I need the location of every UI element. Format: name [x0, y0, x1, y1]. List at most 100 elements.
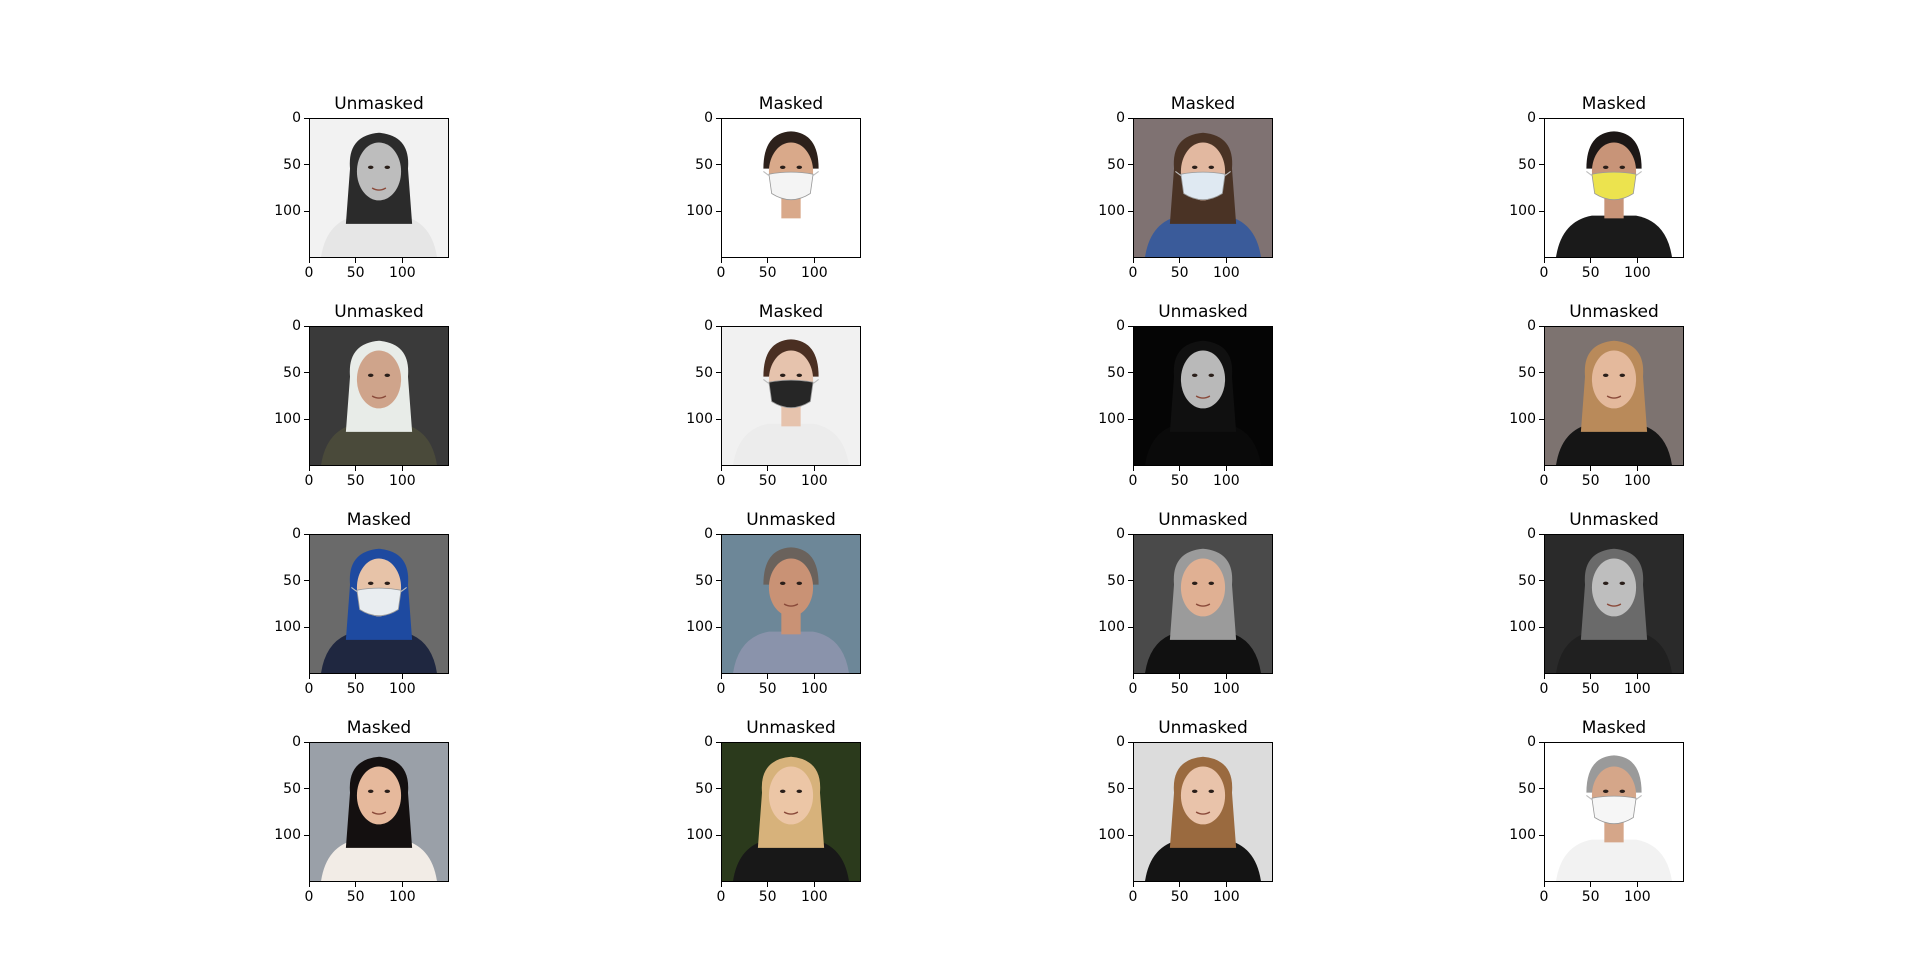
y-tick — [716, 834, 721, 836]
clothing — [1556, 423, 1672, 465]
x-tick — [767, 674, 769, 679]
face-photo — [722, 119, 860, 257]
subplot-title: Masked — [1170, 94, 1236, 114]
face-photo — [722, 535, 860, 673]
x-tick-label: 50 — [758, 889, 777, 905]
x-tick — [720, 258, 722, 263]
neck — [781, 196, 801, 219]
face-mask — [1591, 795, 1637, 825]
image-axes — [721, 326, 861, 466]
x-tick-label: 100 — [388, 473, 416, 489]
clothing — [321, 423, 437, 465]
eye — [1191, 789, 1198, 793]
mask-strap — [1635, 794, 1642, 801]
face-photo — [1134, 743, 1272, 881]
x-tick-label: 0 — [716, 681, 726, 697]
y-tick — [716, 788, 721, 790]
x-tick-label: 50 — [1170, 473, 1189, 489]
y-tick — [716, 325, 721, 327]
y-tick-label: 100 — [686, 827, 713, 844]
x-tick-label: 100 — [1623, 265, 1651, 281]
y-tick-label: 50 — [1518, 156, 1536, 173]
clothing — [1145, 839, 1261, 881]
y-tick — [1128, 372, 1133, 374]
x-tick-label: 100 — [388, 265, 416, 281]
eye — [367, 165, 374, 169]
y-tick — [716, 164, 721, 166]
mouth — [783, 603, 799, 607]
eye — [1191, 373, 1198, 377]
mask-strap — [400, 586, 407, 593]
neck — [1604, 196, 1624, 219]
y-tick — [1128, 741, 1133, 743]
x-tick-label: 100 — [1623, 473, 1651, 489]
x-tick — [401, 466, 403, 471]
neck — [781, 612, 801, 635]
y-tick-label: 50 — [1518, 364, 1536, 381]
x-tick-label: 100 — [800, 889, 828, 905]
y-tick-label: 100 — [274, 411, 301, 428]
face — [1591, 350, 1637, 409]
face-mask — [768, 171, 814, 201]
mask-strap — [1224, 170, 1231, 177]
image-axes — [721, 534, 861, 674]
subplot-title: Masked — [346, 510, 412, 530]
mouth — [1195, 603, 1211, 607]
y-tick — [304, 834, 309, 836]
y-tick-label: 100 — [686, 619, 713, 636]
y-tick — [1539, 164, 1544, 166]
x-tick — [767, 466, 769, 471]
x-tick-label: 0 — [1539, 681, 1549, 697]
y-tick-label: 50 — [695, 780, 713, 797]
eye — [1208, 789, 1215, 793]
subplot-title: Unmasked — [1158, 718, 1248, 738]
mask-strap — [763, 170, 770, 177]
eye — [1619, 581, 1626, 585]
eye — [779, 373, 786, 377]
image-axes — [1133, 534, 1273, 674]
mouth — [371, 187, 387, 191]
x-tick-label: 100 — [800, 473, 828, 489]
y-tick — [304, 533, 309, 535]
x-tick — [720, 466, 722, 471]
x-tick-label: 50 — [1170, 889, 1189, 905]
x-tick — [308, 674, 310, 679]
x-tick-label: 0 — [1128, 473, 1138, 489]
image-axes — [1133, 118, 1273, 258]
clothing — [1556, 631, 1672, 673]
y-tick — [1128, 834, 1133, 836]
y-tick-label: 0 — [1116, 734, 1125, 750]
mask-strap — [1635, 170, 1642, 177]
eye — [367, 581, 374, 585]
x-tick — [1543, 466, 1545, 471]
y-tick-label: 100 — [686, 203, 713, 220]
y-tick-label: 50 — [1107, 780, 1125, 797]
x-tick-label: 100 — [1212, 265, 1240, 281]
x-tick-label: 0 — [304, 681, 314, 697]
y-tick-label: 100 — [686, 411, 713, 428]
subplot-title: Unmasked — [746, 718, 836, 738]
eye — [1602, 581, 1609, 585]
y-tick — [716, 117, 721, 119]
y-tick-label: 50 — [1107, 572, 1125, 589]
x-tick-label: 100 — [1212, 473, 1240, 489]
x-tick — [355, 882, 357, 887]
y-tick — [1128, 210, 1133, 212]
x-tick-label: 100 — [388, 681, 416, 697]
x-tick-label: 100 — [388, 889, 416, 905]
x-tick — [1179, 882, 1181, 887]
eye — [1619, 165, 1626, 169]
x-tick-label: 0 — [1539, 889, 1549, 905]
y-tick-label: 50 — [1518, 780, 1536, 797]
y-tick — [716, 372, 721, 374]
y-tick — [1539, 372, 1544, 374]
mask-strap — [1586, 794, 1593, 801]
y-tick-label: 0 — [292, 110, 301, 126]
y-tick-label: 100 — [1509, 827, 1536, 844]
face-mask — [1180, 171, 1226, 201]
clothing — [1556, 215, 1672, 257]
image-axes — [721, 118, 861, 258]
x-tick — [1225, 258, 1227, 263]
y-tick — [1539, 533, 1544, 535]
